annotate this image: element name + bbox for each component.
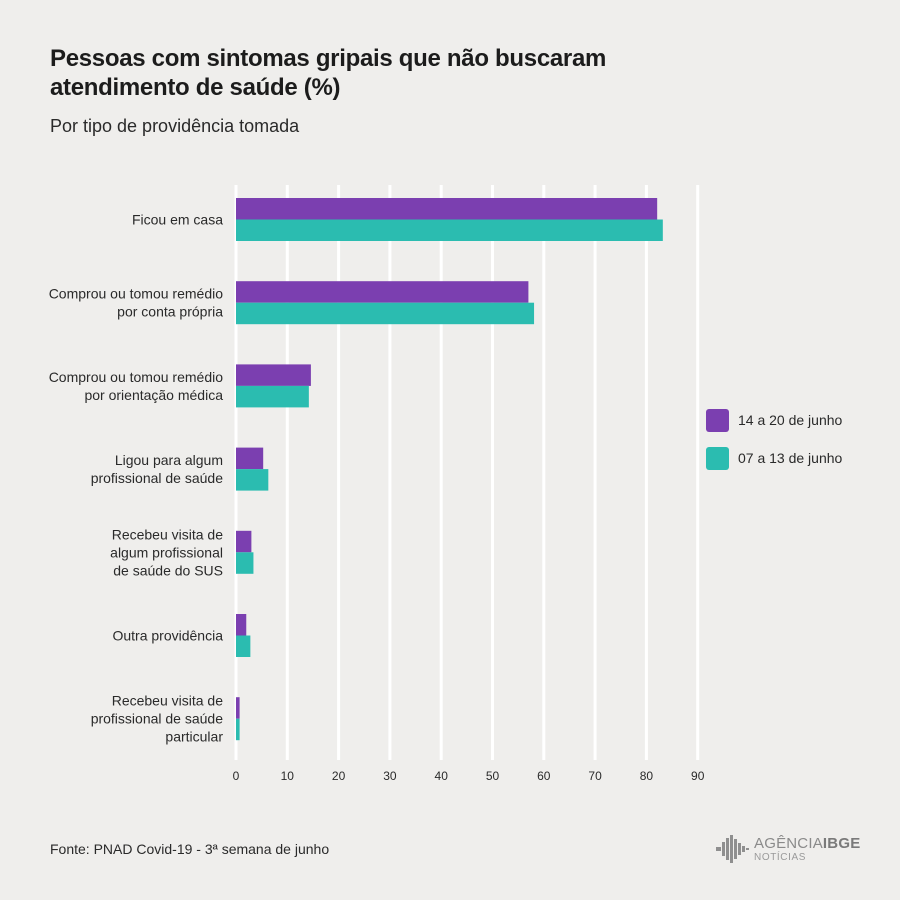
x-tick-label-40: 40	[435, 769, 449, 783]
x-tick-label-0: 0	[233, 769, 240, 783]
category-label-5-line-2: algum profissional	[110, 544, 223, 560]
logo-text-agencia: AGÊNCIA	[754, 834, 823, 852]
bar-1-series-2	[236, 219, 663, 241]
category-label-3-line-1: Comprou ou tomou remédio	[49, 369, 224, 385]
legend-label-series-1: 14 a 20 de junho	[738, 412, 843, 428]
x-tick-label-80: 80	[640, 769, 654, 783]
legend-item-series-1: 14 a 20 de junho	[706, 408, 842, 432]
legend-item-series-2: 07 a 13 de junho	[706, 446, 842, 470]
chart-title: Pessoas com sintomas gripais que não bus…	[50, 45, 607, 101]
category-label-2-line-2: por conta própria	[117, 304, 223, 320]
bar-3-series-2	[236, 385, 309, 408]
bar-3-series-1	[236, 364, 311, 386]
bar-5-series-2	[236, 552, 254, 574]
category-label-5-line-1: Recebeu visita de	[112, 526, 224, 542]
chart-subtitle: Por tipo de providência tomada	[50, 116, 300, 136]
bar-2-series-2	[236, 302, 535, 325]
agencia-ibge-logo: AGÊNCIAIBGE NOTÍCIAS	[716, 832, 860, 866]
source-note: Fonte: PNAD Covid-19 - 3ª semana de junh…	[50, 841, 330, 857]
bar-7-series-2	[236, 718, 240, 741]
category-label-1-line-1: Ficou em casa	[132, 212, 223, 228]
category-label-3-line-2: por orientação médica	[84, 387, 223, 403]
category-label-7-line-2: profissional de saúde	[91, 711, 224, 727]
category-label-6-line-1: Outra providência	[112, 628, 223, 644]
legend-label-series-2: 07 a 13 de junho	[738, 450, 843, 466]
logo-text-noticias: NOTÍCIAS	[754, 851, 807, 863]
legend-swatch-series-1	[706, 408, 729, 432]
category-label-4-line-1: Ligou para algum	[115, 452, 223, 468]
x-tick-label-10: 10	[281, 769, 295, 783]
bar-6-series-1	[236, 614, 247, 636]
x-tick-label-50: 50	[486, 769, 500, 783]
category-label-5-line-3: de saúde do SUS	[113, 562, 223, 578]
logo-text-ibge: IBGE	[822, 834, 861, 852]
bar-7-series-1	[236, 697, 240, 719]
bar-5-series-1	[236, 530, 252, 553]
x-tick-label-30: 30	[383, 769, 397, 783]
category-label-7-line-3: particular	[165, 729, 223, 745]
legend: 14 a 20 de junho 07 a 13 de junho	[706, 408, 842, 484]
ibge-logo-icon	[716, 835, 749, 863]
bar-2-series-1	[236, 281, 529, 303]
x-tick-label-70: 70	[588, 769, 602, 783]
x-tick-label-90: 90	[691, 769, 705, 783]
bar-4-series-2	[236, 469, 269, 491]
category-label-7-line-1: Recebeu visita de	[112, 693, 224, 709]
x-tick-label-20: 20	[332, 769, 346, 783]
category-label-2-line-1: Comprou ou tomou remédio	[49, 286, 224, 302]
bar-6-series-2	[236, 635, 251, 657]
legend-swatch-series-2	[706, 446, 729, 470]
category-label-4-line-2: profissional de saúde	[91, 470, 224, 486]
bar-4-series-1	[236, 447, 264, 470]
x-tick-label-60: 60	[537, 769, 551, 783]
bar-1-series-1	[236, 198, 658, 220]
